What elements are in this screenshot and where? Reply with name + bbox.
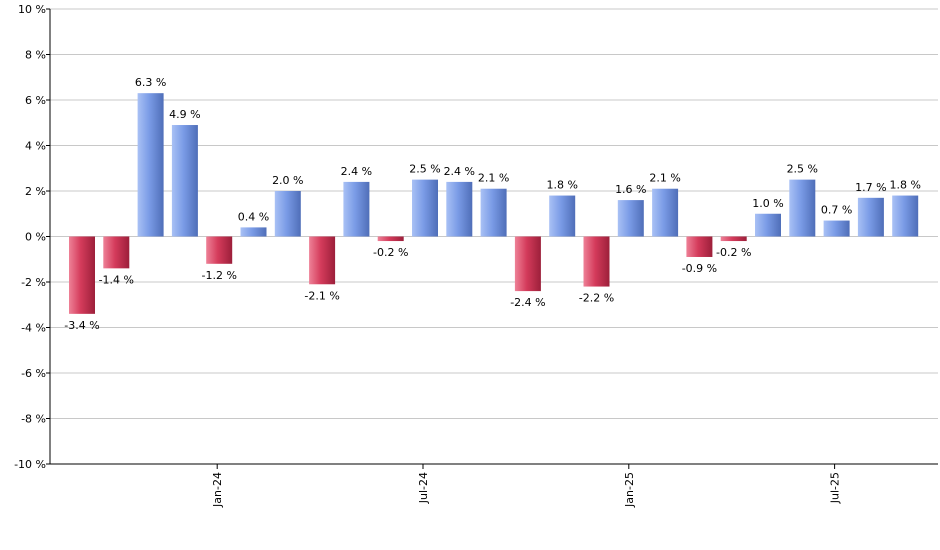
data-labels: -3.4 % -1.4 % 6.3 % 4.9 % -1.2 % 0.4 % 2.0 % -2…	[64, 76, 921, 332]
x-tick-label: Jan-25	[623, 472, 636, 508]
bar	[789, 179, 816, 237]
bar	[514, 236, 541, 292]
data-label: -2.1 %	[304, 289, 339, 302]
data-label: 2.4 %	[341, 165, 372, 178]
data-label: 1.8 %	[546, 179, 577, 192]
data-label: -0.2 %	[373, 246, 408, 259]
bar	[206, 236, 233, 264]
data-label: -3.4 %	[64, 319, 99, 332]
y-tick-label: 6 %	[25, 94, 46, 107]
data-label: 2.0 %	[272, 174, 303, 187]
y-tick-label: -4 %	[21, 322, 46, 335]
data-label: -0.2 %	[716, 246, 751, 259]
data-label: 6.3 %	[135, 76, 166, 89]
data-label: 2.1 %	[649, 172, 680, 185]
bar	[309, 236, 336, 285]
bar	[171, 125, 198, 237]
bar	[412, 179, 438, 237]
bar	[343, 181, 370, 237]
bar	[137, 93, 164, 237]
data-label: 1.7 %	[855, 181, 886, 194]
bar	[617, 200, 644, 237]
data-label: 0.7 %	[821, 204, 852, 217]
data-label: 2.4 %	[444, 165, 475, 178]
data-label: -2.2 %	[579, 292, 614, 305]
data-label: 4.9 %	[169, 108, 200, 121]
y-tick-label: -6 %	[21, 367, 46, 380]
data-label: -1.2 %	[201, 269, 236, 282]
bar	[720, 236, 747, 242]
bar	[103, 236, 130, 269]
bar	[274, 191, 301, 237]
data-label: 2.1 %	[478, 172, 509, 185]
bar	[892, 195, 919, 237]
bar	[240, 227, 267, 237]
bar	[686, 236, 713, 257]
data-label: -0.9 %	[682, 262, 717, 275]
y-tick-label: 0 %	[25, 231, 46, 244]
data-label: -2.4 %	[510, 296, 545, 309]
bar	[652, 188, 679, 237]
data-label: 1.0 %	[752, 197, 783, 210]
bar	[583, 236, 610, 287]
y-tick-label: 10 %	[18, 3, 46, 16]
y-tick-label: 8 %	[25, 49, 46, 62]
y-tick-label: 2 %	[25, 185, 46, 198]
axes: -10 % -8 % -6 % -4 % -2 % 0 % 2 % 4 % 6 % 8 % 10 %…	[14, 3, 938, 508]
y-tick-label: -2 %	[21, 276, 46, 289]
data-label: 2.5 %	[787, 163, 818, 176]
bar	[857, 197, 884, 237]
bars	[69, 93, 919, 314]
y-tick-label: 4 %	[25, 140, 46, 153]
bar	[69, 236, 95, 314]
x-tick-label: Jan-24	[211, 472, 224, 508]
data-label: -1.4 %	[99, 273, 134, 286]
data-label: 1.8 %	[889, 179, 920, 192]
data-label: 1.6 %	[615, 183, 646, 196]
x-tick-label: Jul-24	[417, 472, 430, 504]
bar	[446, 181, 473, 237]
data-label: 0.4 %	[238, 210, 269, 223]
bar	[377, 236, 404, 242]
y-tick-label: -10 %	[14, 458, 46, 471]
bar	[480, 188, 507, 237]
bar	[755, 213, 781, 237]
x-tick-label: Jul-25	[829, 472, 842, 504]
bar	[549, 195, 576, 237]
bar	[823, 220, 850, 237]
y-tick-label: -8 %	[21, 413, 46, 426]
data-label: 2.5 %	[409, 163, 440, 176]
